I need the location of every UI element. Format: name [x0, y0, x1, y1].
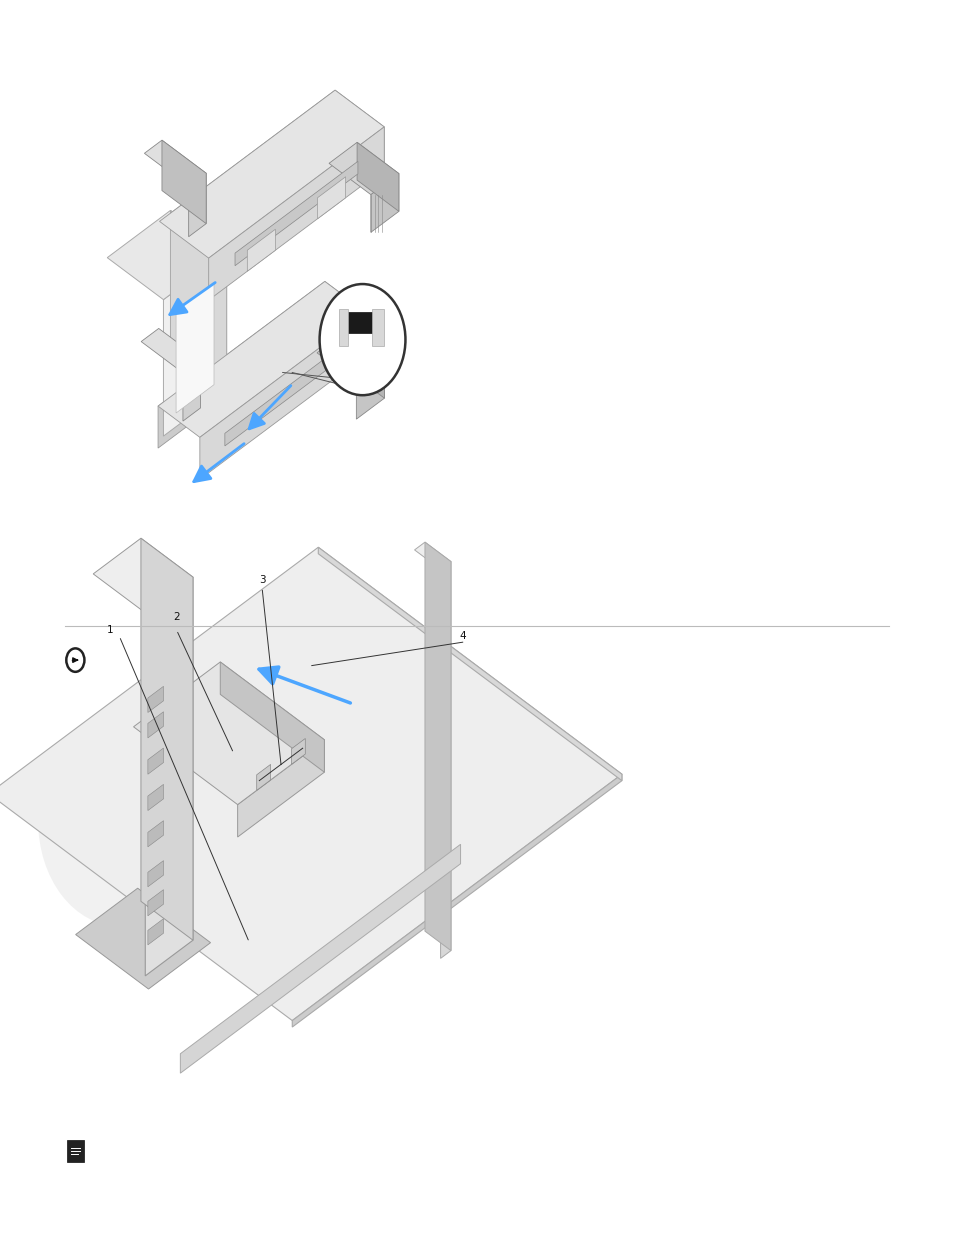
Polygon shape: [220, 662, 324, 772]
Polygon shape: [209, 127, 384, 300]
Text: 4: 4: [459, 631, 465, 641]
Polygon shape: [148, 711, 163, 739]
Polygon shape: [158, 282, 366, 437]
Circle shape: [319, 284, 405, 395]
Polygon shape: [356, 361, 384, 419]
Polygon shape: [162, 141, 206, 224]
Polygon shape: [256, 764, 271, 790]
Polygon shape: [75, 888, 211, 989]
Text: 3: 3: [259, 576, 265, 585]
Polygon shape: [335, 90, 384, 169]
Polygon shape: [199, 312, 366, 479]
Polygon shape: [148, 784, 163, 810]
Polygon shape: [159, 90, 335, 263]
Polygon shape: [107, 210, 227, 300]
Polygon shape: [415, 542, 451, 569]
Polygon shape: [338, 309, 348, 346]
Polygon shape: [317, 177, 345, 219]
Polygon shape: [141, 538, 193, 940]
Polygon shape: [148, 687, 163, 713]
Polygon shape: [316, 332, 384, 382]
Polygon shape: [0, 547, 621, 1020]
Polygon shape: [189, 173, 206, 237]
Polygon shape: [148, 748, 163, 774]
Text: 1: 1: [107, 625, 112, 635]
Polygon shape: [159, 90, 384, 258]
Polygon shape: [148, 821, 163, 847]
Polygon shape: [371, 174, 398, 232]
Polygon shape: [318, 547, 621, 781]
Polygon shape: [325, 282, 366, 354]
Polygon shape: [372, 309, 383, 346]
Polygon shape: [148, 889, 163, 916]
Polygon shape: [148, 919, 163, 945]
Polygon shape: [180, 845, 460, 1073]
Polygon shape: [67, 1140, 84, 1162]
Polygon shape: [291, 739, 305, 764]
Polygon shape: [345, 332, 384, 398]
Circle shape: [67, 648, 85, 672]
Polygon shape: [183, 359, 200, 421]
Polygon shape: [141, 329, 200, 373]
Polygon shape: [292, 774, 621, 1028]
Polygon shape: [424, 542, 451, 951]
Polygon shape: [163, 252, 227, 436]
Polygon shape: [225, 346, 341, 446]
Polygon shape: [345, 312, 372, 333]
Polygon shape: [247, 230, 275, 272]
Polygon shape: [176, 283, 213, 412]
Circle shape: [38, 716, 200, 926]
Polygon shape: [171, 210, 227, 389]
Polygon shape: [144, 141, 206, 186]
Text: 2: 2: [173, 613, 179, 622]
Polygon shape: [237, 740, 324, 837]
Polygon shape: [133, 662, 324, 805]
Polygon shape: [93, 538, 193, 613]
Polygon shape: [148, 861, 163, 887]
Polygon shape: [145, 577, 193, 976]
Polygon shape: [158, 282, 325, 448]
Polygon shape: [329, 142, 398, 195]
Polygon shape: [234, 162, 357, 266]
Polygon shape: [440, 562, 451, 958]
Polygon shape: [356, 142, 398, 211]
